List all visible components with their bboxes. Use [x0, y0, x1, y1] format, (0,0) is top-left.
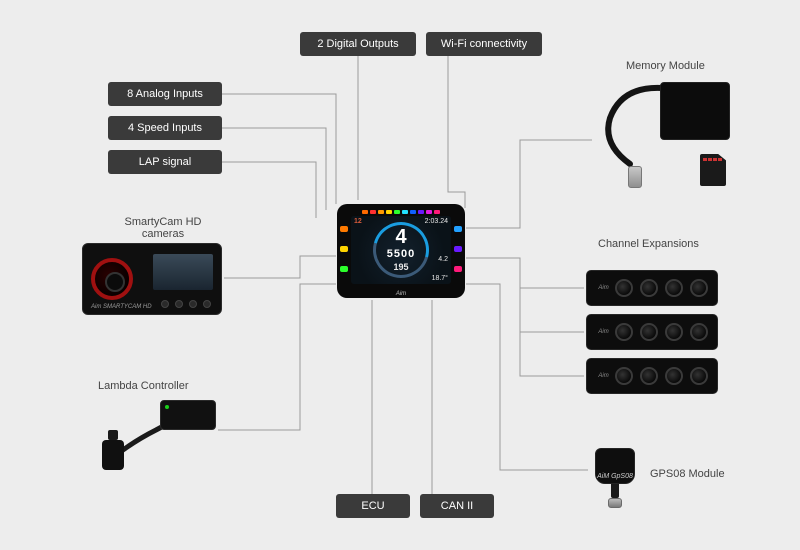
can2-label: CAN II — [420, 494, 494, 518]
analog-inputs-label: 8 Analog Inputs — [108, 82, 222, 106]
connector-plug-icon — [628, 166, 642, 188]
dash-logger-device: 12 2:03.24 4 5500 195 4.2 18.7° Aim — [337, 204, 465, 298]
screen-right-bot: 18.7° — [432, 275, 448, 282]
expansion-brand: Aim — [598, 329, 608, 335]
screen-right-mid: 4.2 — [438, 256, 448, 263]
sd-card-icon — [700, 154, 726, 186]
lambda-box-icon — [160, 400, 216, 430]
lambda-sensor-icon — [102, 440, 124, 470]
smartycam-device: Aim SMARTYCAM HD — [82, 243, 222, 315]
gps-module-caption: GPS08 Module — [650, 468, 725, 480]
lap-signal-label: LAP signal — [108, 150, 222, 174]
memory-module-caption: Memory Module — [626, 60, 705, 72]
screen-gear: 4 — [351, 226, 451, 249]
wifi-label: Wi-Fi connectivity — [426, 32, 542, 56]
channel-expansion-3: Aim — [586, 358, 718, 394]
smartycam-brand: Aim SMARTYCAM HD — [91, 304, 152, 310]
logger-brand: Aim — [337, 291, 465, 297]
expansion-brand: Aim — [598, 373, 608, 379]
lambda-caption: Lambda Controller — [98, 380, 189, 392]
lambda-controller-device — [96, 400, 216, 470]
channel-expansion-2: Aim — [586, 314, 718, 350]
ecu-label: ECU — [336, 494, 410, 518]
smartycam-caption: SmartyCam HD cameras — [118, 216, 208, 240]
digital-outputs-label: 2 Digital Outputs — [300, 32, 416, 56]
channel-expansion-1: Aim — [586, 270, 718, 306]
gps-antenna-icon: AiM GpS08 — [595, 448, 635, 484]
screen-speed: 195 — [351, 262, 451, 272]
screen-top-left: 12 — [354, 218, 362, 225]
gps-label: AiM GpS08 — [596, 473, 634, 480]
speed-inputs-label: 4 Speed Inputs — [108, 116, 222, 140]
screen-laptime: 2:03.24 — [425, 218, 448, 225]
gps-module-device: AiM GpS08 — [590, 448, 640, 510]
channel-expansions-caption: Channel Expansions — [598, 238, 699, 250]
dash-logger-screen: 12 2:03.24 4 5500 195 4.2 18.7° — [351, 216, 451, 284]
camera-lens-icon — [91, 258, 133, 300]
expansion-brand: Aim — [598, 285, 608, 291]
camera-lcd-icon — [153, 254, 213, 290]
memory-box-icon — [660, 82, 730, 140]
screen-rpm: 5500 — [351, 248, 451, 260]
gps-connector-icon — [608, 498, 622, 508]
memory-module-device — [590, 78, 730, 188]
